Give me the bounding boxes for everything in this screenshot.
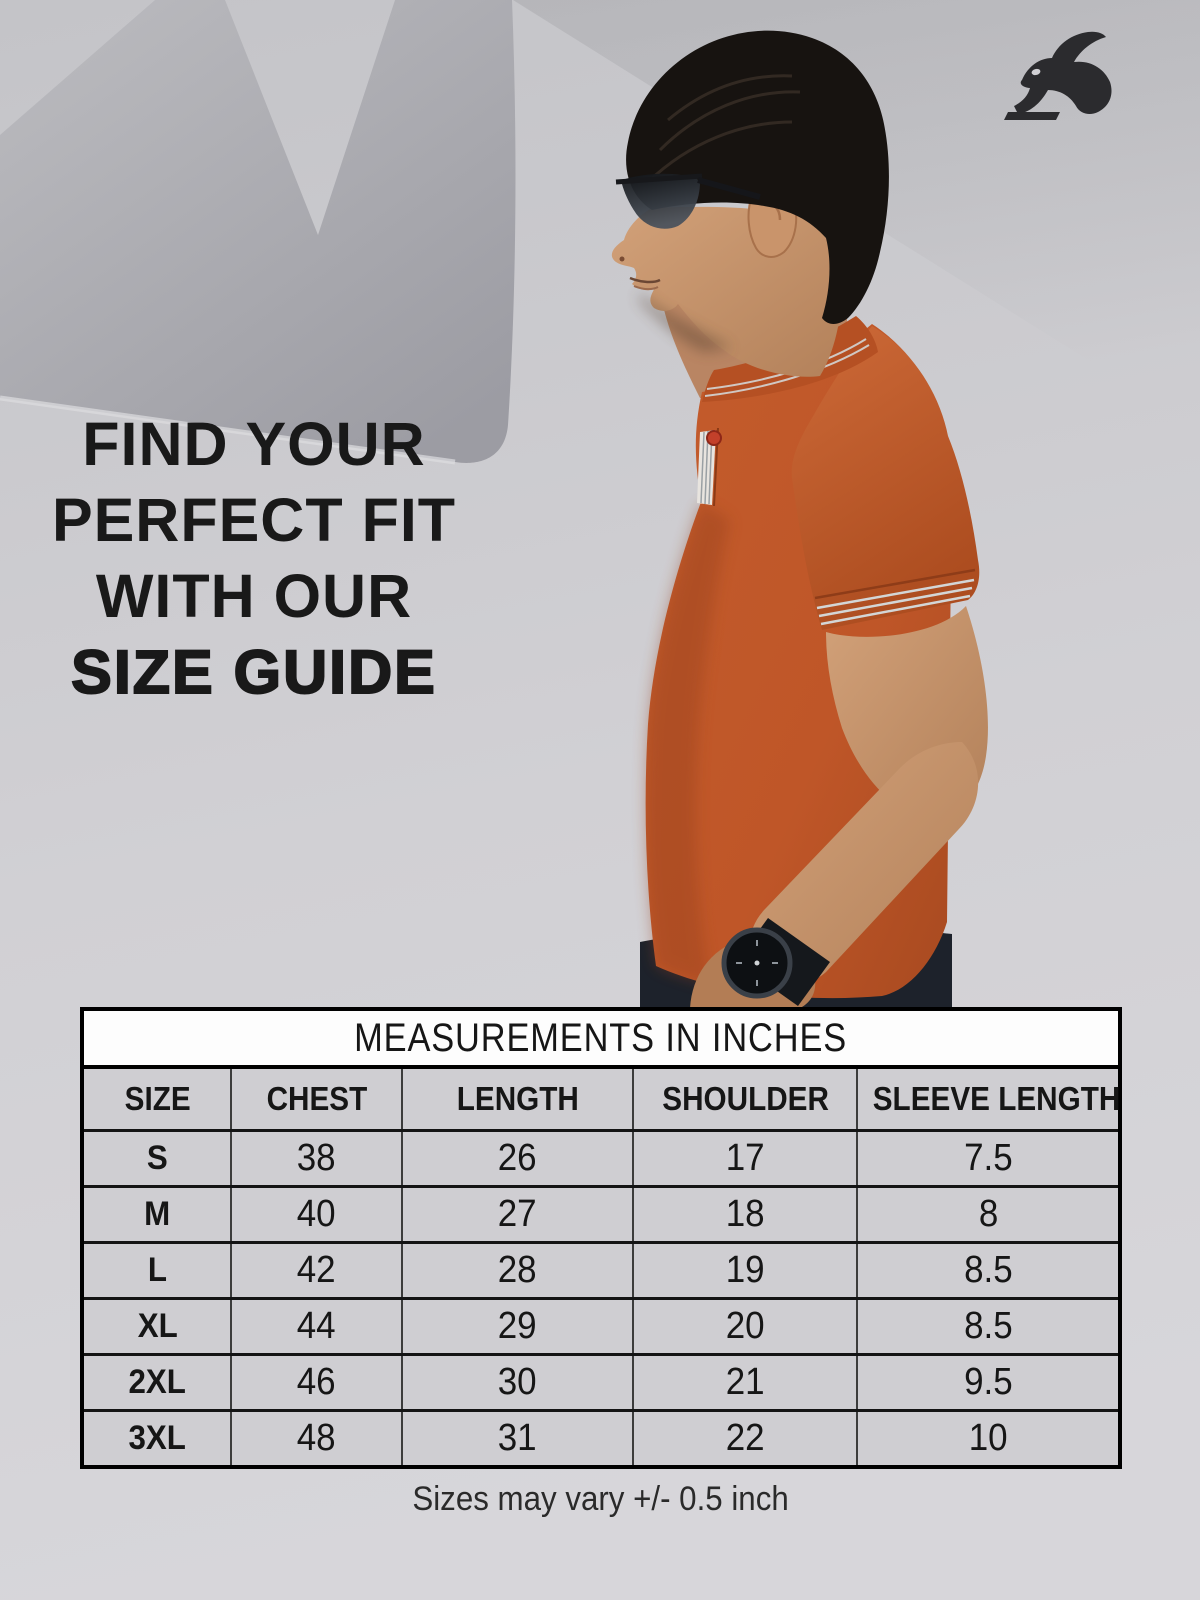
col-header-chest: CHEST — [266, 1080, 367, 1117]
cell-length: 29 — [497, 1305, 537, 1347]
cell-sleeve: 8.5 — [963, 1249, 1013, 1291]
cell-shoulder: 19 — [725, 1249, 765, 1291]
cell-sleeve: 7.5 — [963, 1137, 1013, 1179]
cell-size: 3XL — [128, 1419, 186, 1457]
cell-size: L — [147, 1251, 167, 1289]
col-header-length: LENGTH — [456, 1080, 579, 1117]
cell-sleeve: 8.5 — [963, 1305, 1013, 1347]
v-watermark — [0, 0, 516, 465]
table-row: 2XL 46 30 21 9.5 — [82, 1353, 1120, 1411]
footnote-text: Sizes may vary +/- 0.5 inch — [412, 1480, 790, 1518]
rabbit-icon — [1004, 31, 1112, 120]
cell-size: M — [144, 1195, 171, 1233]
cell-chest: 46 — [297, 1361, 337, 1403]
cell-length: 31 — [497, 1417, 537, 1459]
cell-length: 27 — [497, 1193, 537, 1235]
headline-line-3: WITH OUR — [95, 562, 413, 630]
cell-sleeve: 8 — [978, 1193, 998, 1235]
table-row: XL 44 29 20 8.5 — [82, 1297, 1120, 1355]
cell-chest: 40 — [297, 1193, 337, 1235]
cell-sleeve: 9.5 — [963, 1361, 1013, 1403]
col-header-size: SIZE — [124, 1080, 191, 1117]
table-row: 3XL 48 31 22 10 — [82, 1409, 1120, 1467]
cell-size: S — [146, 1139, 168, 1177]
cell-length: 26 — [497, 1137, 537, 1179]
model-illustration — [611, 30, 988, 1010]
col-header-shoulder: SHOULDER — [661, 1080, 829, 1117]
table-title: MEASUREMENTS IN INCHES — [354, 1015, 848, 1060]
headline-line-2: PERFECT FIT — [51, 486, 457, 554]
cell-shoulder: 17 — [725, 1137, 765, 1179]
cell-chest: 42 — [297, 1249, 337, 1291]
cell-size: 2XL — [128, 1363, 186, 1401]
cell-chest: 44 — [297, 1305, 337, 1347]
table-row: L 42 28 19 8.5 — [82, 1241, 1120, 1299]
cell-length: 28 — [497, 1249, 537, 1291]
cell-shoulder: 18 — [725, 1193, 765, 1235]
col-header-sleeve-length: SLEEVE LENGTH — [873, 1080, 1121, 1117]
headline: FIND YOUR PERFECT FIT WITH OUR SIZE GUID… — [28, 406, 480, 710]
table-row: M 40 27 18 8 — [82, 1185, 1120, 1243]
headline-line-1: FIND YOUR — [82, 410, 426, 478]
cell-shoulder: 20 — [725, 1305, 765, 1347]
table-header-row: SIZE CHEST LENGTH SHOULDER SLEEVE LENGTH — [82, 1065, 1121, 1131]
cell-shoulder: 21 — [725, 1361, 765, 1403]
table-row: S 38 26 17 7.5 — [82, 1129, 1120, 1187]
headline-line-4: SIZE GUIDE — [70, 637, 437, 707]
cell-chest: 38 — [297, 1137, 337, 1179]
cell-shoulder: 22 — [725, 1417, 765, 1459]
size-table: MEASUREMENTS IN INCHES SIZE CHEST LENGTH… — [80, 1007, 1122, 1469]
cell-chest: 48 — [297, 1417, 337, 1459]
cell-length: 30 — [497, 1361, 537, 1403]
table-title-row: MEASUREMENTS IN INCHES — [82, 1009, 1120, 1069]
cell-size: XL — [137, 1307, 178, 1345]
sunglasses-icon — [615, 173, 761, 229]
footnote: Sizes may vary +/- 0.5 inch — [80, 1480, 1122, 1519]
cell-sleeve: 10 — [968, 1417, 1008, 1459]
